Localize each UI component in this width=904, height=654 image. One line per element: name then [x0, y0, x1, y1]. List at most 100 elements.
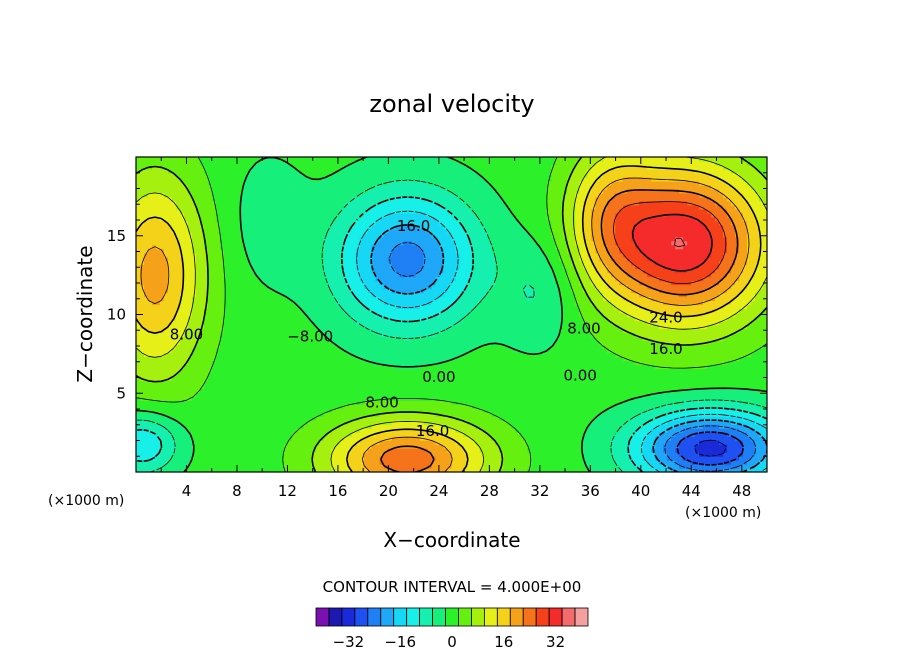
contour-cell — [383, 240, 389, 246]
contour-cell — [235, 448, 241, 453]
contour-cell — [383, 252, 389, 258]
contour-cell — [219, 284, 225, 290]
contour-cell — [303, 252, 309, 258]
contour-cell — [355, 248, 361, 254]
contour-cell — [323, 192, 329, 198]
contour-cell — [219, 252, 225, 258]
contour-cell — [339, 396, 345, 401]
contour-cell — [227, 340, 233, 346]
contour-cell — [367, 464, 373, 469]
contour-cell — [295, 384, 301, 389]
contour-cell — [143, 280, 149, 286]
contour-cell — [175, 176, 181, 182]
contour-cell — [271, 176, 277, 182]
contour-cell — [167, 408, 173, 413]
contour-cell — [295, 192, 301, 198]
contour-cell — [147, 384, 153, 389]
contour-cell — [275, 240, 281, 246]
contour-cell — [271, 220, 277, 226]
contour-cell — [275, 336, 281, 342]
contour-cell — [143, 292, 149, 298]
contour-cell — [323, 316, 329, 322]
contour-cell — [227, 320, 233, 326]
contour-cell — [319, 340, 325, 346]
contour-cell — [383, 388, 389, 393]
contour-cell — [287, 376, 293, 381]
contour-cell — [251, 388, 257, 393]
contour-cell — [363, 344, 369, 349]
contour-cell — [283, 216, 289, 222]
contour-cell — [291, 272, 297, 278]
contour-cell — [299, 388, 305, 393]
contour-cell — [303, 216, 309, 222]
contour-cell — [151, 296, 157, 302]
contour-cell — [171, 220, 177, 226]
contour-cell — [303, 396, 309, 401]
contour-cell — [179, 188, 185, 194]
contour-cell — [136, 412, 141, 417]
contour-cell — [311, 224, 317, 230]
contour-cell — [175, 460, 181, 465]
contour-cell — [335, 348, 341, 353]
contour-cell — [307, 432, 313, 437]
contour-cell — [223, 352, 229, 357]
contour-cell — [243, 236, 249, 242]
contour-cell — [136, 308, 141, 314]
contour-cell — [267, 240, 273, 246]
contour-cell — [159, 464, 165, 469]
contour-cell — [163, 204, 169, 210]
contour-cell — [379, 224, 385, 230]
contour-cell — [167, 288, 173, 294]
contour-cell — [375, 184, 381, 190]
contour-cell — [143, 256, 149, 262]
contour-cell — [343, 304, 349, 310]
contour-cell — [355, 157, 361, 162]
contour-cell — [343, 344, 349, 349]
contour-cell — [319, 204, 325, 210]
contour-cell — [179, 160, 185, 166]
contour-cell — [351, 184, 357, 190]
contour-cell — [243, 336, 249, 342]
contour-cell — [231, 188, 237, 194]
contour-cell — [139, 348, 145, 353]
contour-cell — [275, 312, 281, 318]
contour-cell — [235, 212, 241, 218]
contour-cell — [235, 236, 241, 242]
contour-cell — [339, 180, 345, 186]
contour-cell — [359, 164, 365, 170]
contour-cell — [307, 268, 313, 274]
contour-cell — [335, 308, 341, 314]
contour-cell — [311, 368, 317, 373]
contour-cell — [263, 328, 269, 334]
contour-cell — [235, 328, 241, 334]
contour-cell — [271, 376, 277, 381]
contour-cell — [183, 432, 189, 437]
contour-cell — [351, 348, 357, 353]
contour-cell — [207, 344, 213, 349]
contour-cell — [203, 388, 209, 393]
contour-cell — [299, 248, 305, 254]
contour-cell — [251, 332, 257, 338]
contour-cell — [171, 416, 177, 421]
contour-cell — [339, 304, 345, 310]
contour-cell — [167, 188, 173, 194]
contour-cell — [151, 444, 157, 449]
contour-cell — [363, 428, 369, 433]
contour-cell — [315, 304, 321, 310]
contour-cell — [203, 164, 209, 170]
contour-cell — [239, 264, 245, 270]
contour-cell — [371, 168, 377, 174]
contour-cell — [319, 244, 325, 250]
contour-cell — [187, 168, 193, 174]
contour-cell — [211, 248, 217, 254]
contour-cell — [351, 324, 357, 330]
contour-cell — [275, 196, 281, 202]
contour-cell — [299, 436, 305, 441]
contour-cell — [267, 332, 273, 338]
contour-cell — [247, 424, 253, 429]
contour-cell — [235, 396, 241, 401]
contour-cell — [355, 452, 361, 457]
contour-cell — [351, 424, 357, 429]
contour-cell — [359, 280, 365, 286]
contour-cell — [223, 272, 229, 278]
